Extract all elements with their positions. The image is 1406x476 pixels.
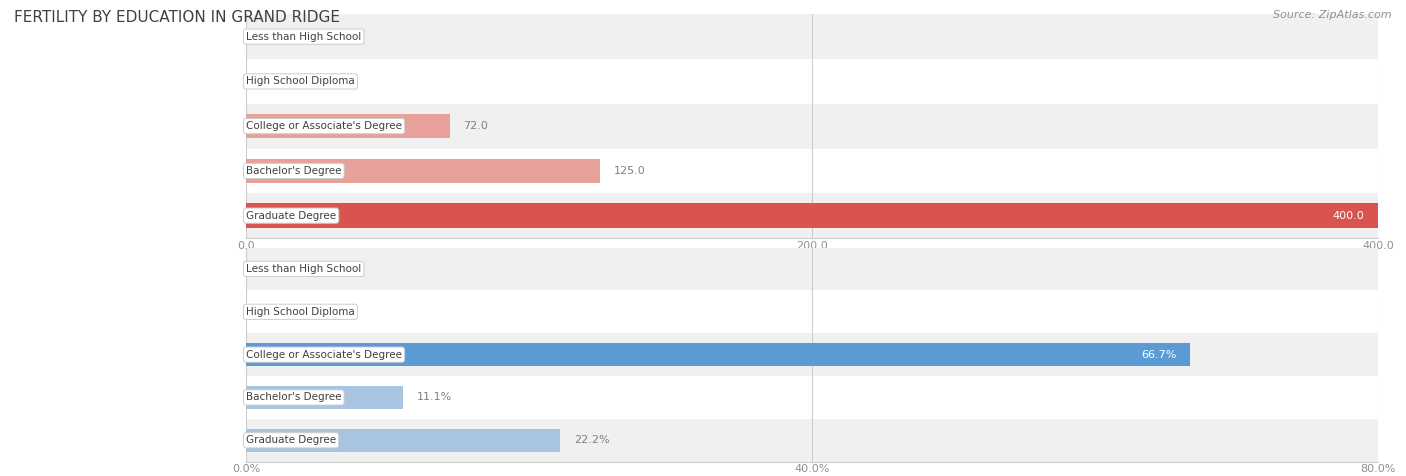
Text: High School Diploma: High School Diploma [246,76,354,87]
Text: 0.0%: 0.0% [260,307,288,317]
Bar [246,193,1378,238]
Text: 0.0%: 0.0% [260,264,288,274]
Text: 400.0: 400.0 [1333,210,1364,221]
Bar [246,114,450,139]
Bar [246,419,1378,462]
Bar [246,290,1378,333]
Text: Graduate Degree: Graduate Degree [246,210,336,221]
Text: Less than High School: Less than High School [246,264,361,274]
Bar [246,428,560,452]
Text: College or Associate's Degree: College or Associate's Degree [246,349,402,360]
Text: 125.0: 125.0 [613,166,645,176]
Text: Less than High School: Less than High School [246,31,361,42]
Text: 66.7%: 66.7% [1140,349,1177,360]
Text: Bachelor's Degree: Bachelor's Degree [246,166,342,176]
Bar [246,149,1378,193]
Text: 11.1%: 11.1% [416,392,451,403]
Text: 0.0: 0.0 [260,31,277,42]
Bar [246,59,1378,104]
Bar [246,386,404,409]
Text: High School Diploma: High School Diploma [246,307,354,317]
Text: Graduate Degree: Graduate Degree [246,435,336,446]
Bar [246,14,1378,59]
Text: Bachelor's Degree: Bachelor's Degree [246,392,342,403]
Bar [246,159,600,183]
Bar [246,104,1378,149]
Bar [246,248,1378,290]
Bar [246,343,1189,367]
Bar [246,376,1378,419]
Text: College or Associate's Degree: College or Associate's Degree [246,121,402,131]
Bar [246,333,1378,376]
Bar [246,203,1378,228]
Text: Source: ZipAtlas.com: Source: ZipAtlas.com [1274,10,1392,20]
Text: FERTILITY BY EDUCATION IN GRAND RIDGE: FERTILITY BY EDUCATION IN GRAND RIDGE [14,10,340,25]
Text: 22.2%: 22.2% [574,435,609,446]
Text: 72.0: 72.0 [464,121,488,131]
Text: 0.0: 0.0 [260,76,277,87]
